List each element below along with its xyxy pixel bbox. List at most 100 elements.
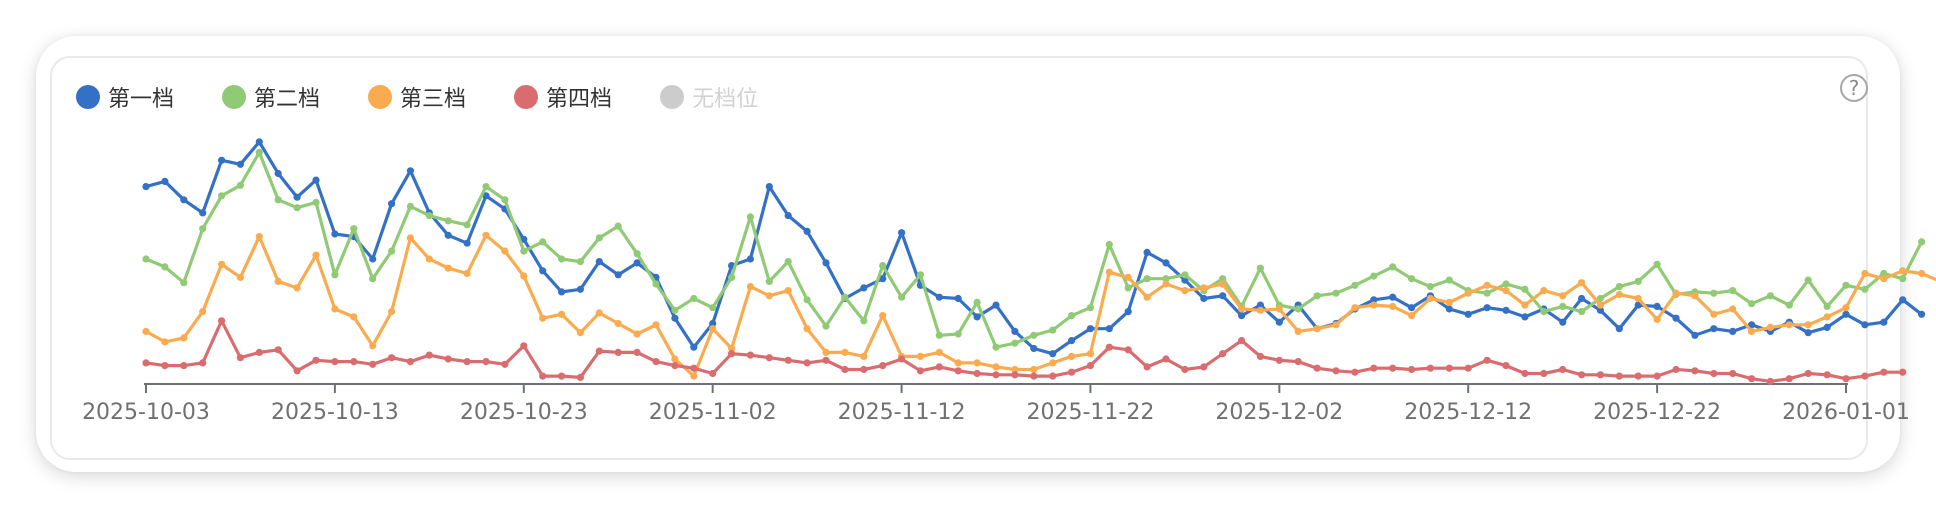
data-point — [1351, 281, 1359, 289]
data-point — [1408, 304, 1416, 312]
data-point — [218, 260, 226, 268]
data-point — [916, 367, 925, 375]
data-point — [1653, 315, 1661, 324]
data-point — [765, 354, 773, 362]
data-point — [1256, 264, 1264, 272]
data-point — [1445, 364, 1453, 372]
legend-item-5[interactable]: 无档位 — [660, 81, 758, 113]
legend-item-4[interactable]: 第四档 — [514, 81, 612, 113]
data-point — [935, 331, 943, 339]
data-point — [369, 342, 377, 350]
data-point — [1729, 369, 1737, 378]
data-point — [1766, 377, 1774, 385]
data-point — [388, 354, 396, 362]
legend-dot-icon — [368, 85, 393, 109]
data-point — [180, 362, 188, 370]
data-point — [746, 255, 755, 263]
data-point — [803, 359, 811, 367]
data-point — [1615, 325, 1623, 333]
data-point — [841, 348, 849, 356]
data-point — [1219, 280, 1227, 288]
data-point — [1124, 273, 1132, 281]
data-point — [1596, 306, 1604, 314]
data-point — [765, 292, 773, 300]
data-point — [482, 183, 490, 191]
data-point — [331, 271, 339, 279]
data-point — [1842, 304, 1850, 312]
data-point — [1634, 277, 1642, 285]
data-point — [671, 362, 679, 370]
data-point — [1483, 304, 1491, 312]
legend-item-2[interactable]: 第二档 — [222, 81, 320, 113]
data-point — [576, 258, 585, 266]
data-point — [444, 355, 452, 363]
data-point — [1426, 294, 1434, 303]
data-point — [1748, 300, 1756, 308]
data-point — [1823, 302, 1831, 310]
data-point — [539, 238, 547, 246]
legend-label: 第一档 — [108, 87, 175, 112]
data-point — [406, 234, 414, 242]
data-point — [350, 225, 358, 233]
data-point — [1861, 269, 1869, 278]
data-point — [1105, 268, 1113, 276]
data-point — [180, 279, 188, 287]
data-point — [1086, 350, 1094, 358]
data-point — [803, 296, 811, 304]
data-point — [652, 358, 660, 366]
data-point — [161, 263, 169, 271]
data-point — [312, 198, 320, 206]
data-point — [709, 325, 717, 333]
data-point — [520, 272, 528, 280]
data-point — [1710, 325, 1718, 333]
data-point — [1559, 292, 1567, 300]
x-tick-label: 2025-11-22 — [1027, 400, 1155, 425]
data-point — [709, 304, 717, 312]
data-point — [1653, 302, 1661, 310]
data-point — [1502, 280, 1510, 288]
help-icon[interactable]: ? — [1840, 74, 1868, 102]
legend-item-1[interactable]: 第一档 — [76, 81, 174, 113]
data-point — [425, 255, 433, 263]
data-point — [1162, 355, 1170, 363]
data-point — [1521, 313, 1529, 321]
data-point — [1313, 325, 1321, 333]
data-point — [1332, 321, 1340, 329]
data-point — [746, 283, 755, 291]
data-point — [1011, 339, 1019, 347]
data-point — [1294, 358, 1302, 366]
data-point — [501, 247, 509, 255]
data-point — [1521, 301, 1529, 309]
data-point — [841, 365, 849, 374]
data-point — [690, 372, 698, 380]
data-point — [1049, 359, 1057, 367]
data-point — [199, 225, 207, 233]
data-point — [992, 301, 1000, 309]
data-point — [369, 255, 377, 263]
data-point — [1389, 263, 1397, 271]
data-point — [1011, 371, 1019, 379]
data-point — [1181, 365, 1189, 374]
data-point — [803, 227, 811, 235]
data-point — [1804, 321, 1812, 329]
data-point — [1578, 308, 1586, 316]
data-point — [1370, 272, 1378, 280]
data-point — [1143, 363, 1151, 371]
data-point — [1899, 275, 1907, 283]
x-tick-label: 2025-12-12 — [1404, 400, 1532, 425]
data-point — [1521, 285, 1529, 293]
data-point — [1332, 367, 1340, 375]
legend-item-3[interactable]: 第三档 — [368, 81, 466, 113]
data-point — [1880, 269, 1888, 278]
data-point — [1030, 331, 1038, 339]
data-point — [954, 330, 962, 338]
x-tick-label: 2025-11-12 — [838, 400, 966, 425]
data-point — [161, 338, 169, 346]
data-point — [1445, 276, 1453, 284]
data-point — [1256, 352, 1264, 360]
data-point — [746, 351, 755, 359]
data-point — [1389, 293, 1397, 301]
data-point — [1578, 371, 1586, 379]
data-point — [558, 372, 566, 380]
data-point — [444, 231, 452, 239]
